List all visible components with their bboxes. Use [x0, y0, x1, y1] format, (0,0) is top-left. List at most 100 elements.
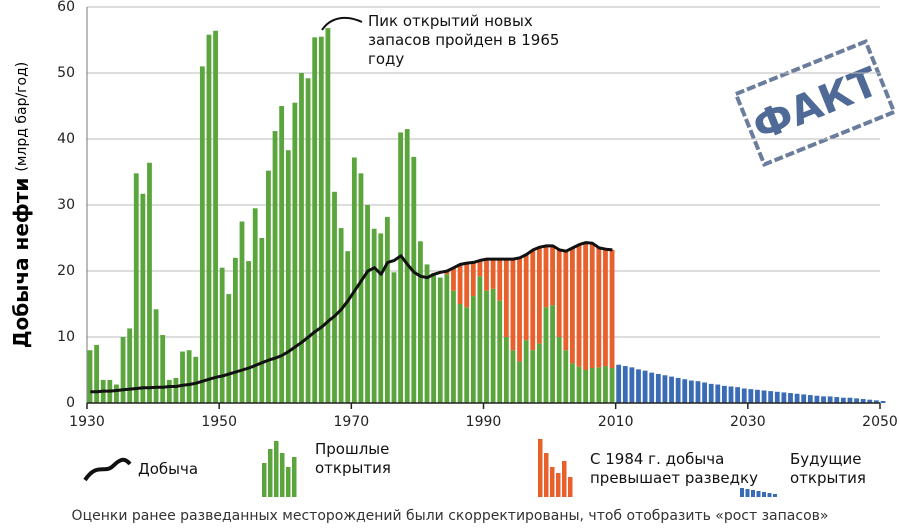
bar — [226, 294, 232, 403]
bar — [484, 290, 489, 403]
bar — [285, 150, 291, 403]
bar — [305, 78, 311, 403]
bar — [484, 259, 489, 291]
y-tick-label: 60 — [57, 0, 75, 15]
bar — [180, 351, 185, 403]
bar — [768, 391, 774, 403]
production-line — [90, 241, 613, 394]
bar — [114, 384, 119, 403]
bar — [536, 343, 542, 403]
bar — [477, 260, 483, 277]
bar — [629, 367, 635, 403]
bar — [232, 257, 238, 403]
bar — [503, 337, 509, 403]
bar — [827, 396, 833, 403]
bar — [239, 221, 245, 403]
legend-icon — [262, 463, 267, 497]
bar — [675, 377, 681, 403]
bar — [702, 382, 707, 403]
bar — [840, 397, 846, 403]
bar — [523, 340, 529, 403]
bar — [510, 259, 516, 351]
bar — [384, 216, 390, 403]
bar — [655, 373, 661, 403]
bar — [801, 394, 807, 403]
bar — [669, 376, 674, 403]
bar — [490, 259, 496, 289]
bar — [821, 396, 826, 403]
stamp: ФАКТ — [733, 38, 897, 168]
y-tick-label: 30 — [57, 197, 75, 213]
bar — [127, 328, 133, 403]
bar — [715, 384, 721, 403]
annotation-pointer — [321, 16, 363, 31]
bar — [411, 156, 417, 403]
bar — [589, 368, 595, 403]
bar — [523, 254, 529, 341]
bar — [398, 132, 403, 403]
bar — [503, 259, 509, 337]
bar — [807, 395, 813, 403]
bar — [517, 257, 522, 362]
bar — [186, 350, 192, 403]
bar — [94, 344, 100, 403]
bar — [470, 262, 476, 297]
bar — [609, 249, 615, 369]
y-tick-label: 0 — [66, 395, 75, 411]
legend-icon — [773, 494, 777, 497]
bar — [622, 366, 628, 403]
legend-icon — [756, 491, 761, 497]
bar — [583, 370, 589, 403]
bar — [517, 361, 522, 403]
bar — [576, 244, 582, 367]
y-unit: (млрд бар/год) — [14, 62, 30, 172]
bar — [722, 385, 727, 403]
bar — [490, 288, 496, 403]
bar — [530, 350, 536, 403]
bar — [351, 157, 357, 403]
bar — [206, 34, 212, 403]
bar — [550, 305, 555, 403]
legend-icon — [544, 453, 549, 497]
bar — [464, 263, 470, 308]
bar — [642, 370, 648, 403]
legend-icon — [740, 488, 744, 497]
bar — [695, 381, 701, 403]
legend-icon — [538, 439, 543, 497]
bar — [259, 238, 265, 403]
bar — [880, 401, 886, 403]
bar — [603, 249, 608, 367]
bar — [464, 307, 470, 403]
bar — [814, 395, 820, 403]
bar — [424, 264, 430, 403]
bar — [847, 397, 853, 403]
legend-icon — [562, 461, 567, 497]
bar — [312, 37, 318, 404]
bar — [477, 276, 483, 403]
bar — [755, 389, 760, 403]
bar — [570, 247, 575, 364]
bar — [583, 242, 589, 370]
bar — [299, 73, 304, 403]
legend-label: Добыча — [138, 460, 199, 478]
legend-icon — [762, 492, 766, 497]
bar — [860, 399, 866, 403]
bar — [781, 392, 787, 403]
bar — [213, 30, 218, 403]
y-tick-label: 40 — [57, 131, 75, 147]
bar — [596, 367, 602, 403]
legend-icon — [286, 467, 291, 497]
bar — [147, 162, 152, 403]
y-tick-label: 10 — [57, 329, 75, 345]
bar — [133, 173, 139, 403]
bar — [160, 335, 166, 403]
bar — [556, 337, 562, 403]
bar — [543, 307, 549, 403]
bar — [774, 391, 780, 403]
bar — [854, 398, 859, 403]
bar — [338, 228, 344, 403]
bar — [748, 389, 754, 403]
bar — [556, 249, 562, 337]
bar — [325, 28, 331, 404]
legend-label: Будущие открытия — [790, 450, 866, 487]
